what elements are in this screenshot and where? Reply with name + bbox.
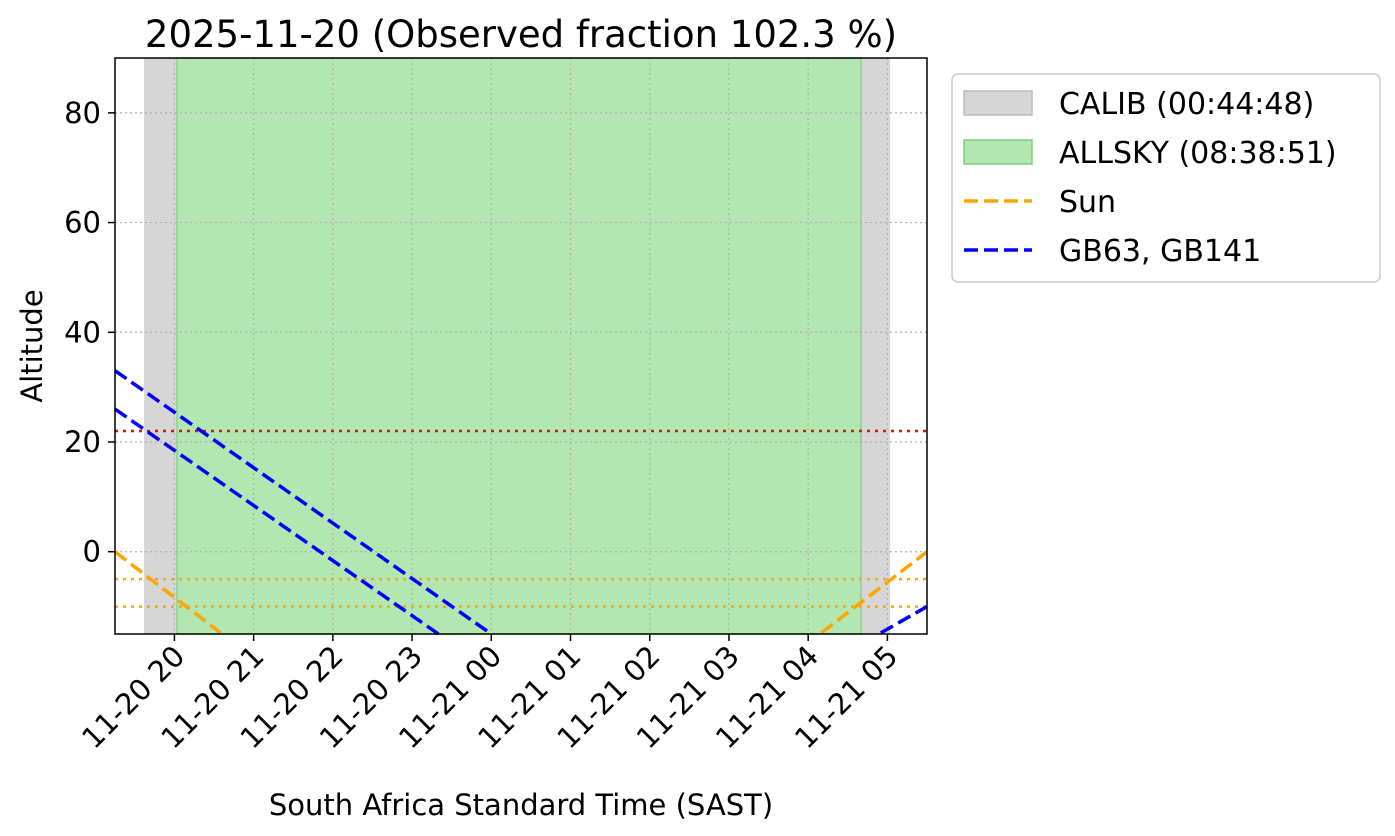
y-axis-label: Altitude (15, 289, 49, 402)
legend-calib-swatch (963, 90, 1033, 116)
sun-line (113, 550, 222, 635)
sun-line (820, 550, 929, 635)
time-spans (144, 57, 891, 635)
legend: CALIB (00:44:48) ALLSKY (08:38:51) Sun GB63… (951, 73, 1381, 283)
legend-box (951, 73, 1381, 283)
plot-frame (114, 57, 928, 635)
target-line (114, 407, 440, 636)
y-tick-label: 20 (64, 425, 101, 459)
chart-title: 2025-11-20 (Observed fraction 102.3 %) (145, 13, 897, 56)
allsky-span (176, 57, 862, 635)
grid-lines (115, 58, 927, 634)
y-axis-ticks: 0 20 40 60 80 (64, 96, 115, 569)
series-lines (113, 369, 929, 636)
legend-calib-label: CALIB (00:44:48) (1059, 87, 1314, 122)
y-tick-label: 40 (64, 315, 101, 349)
legend-targets-label: GB63, GB141 (1059, 234, 1261, 269)
x-axis-label: South Africa Standard Time (SAST) (269, 788, 773, 822)
y-tick-label: 80 (64, 96, 101, 130)
legend-sun-label: Sun (1059, 185, 1116, 220)
legend-allsky-label: ALLSKY (08:38:51) (1059, 136, 1337, 171)
legend-allsky-swatch (963, 139, 1033, 165)
target-line (113, 369, 493, 636)
y-tick-label: 0 (83, 535, 101, 569)
y-tick-label: 60 (64, 206, 101, 240)
target-line (879, 605, 928, 635)
